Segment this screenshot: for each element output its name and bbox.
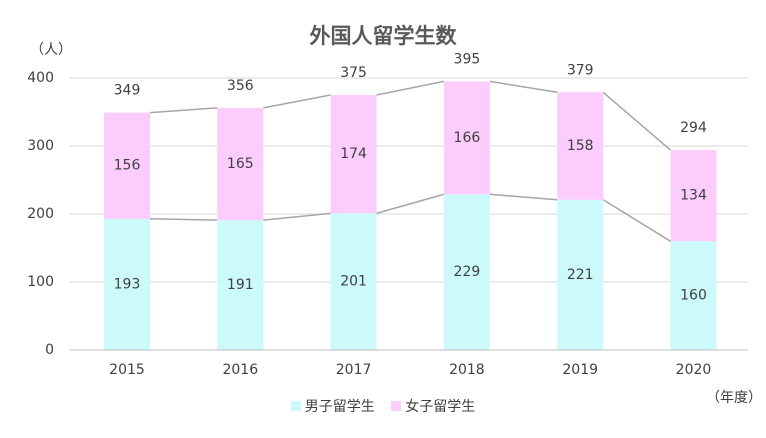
connector-total-1 [263,94,331,109]
data-label-total-2015: 349 [114,83,141,99]
legend-label-female: 女子留学生 [405,399,476,415]
data-label-total-2016: 356 [227,78,254,94]
connector-lines [149,80,671,242]
x-tick-label-2019: 2019 [562,362,598,378]
bar-male-2020 [670,241,717,350]
data-label-total-2019: 379 [567,62,594,78]
bar-female-2020 [670,150,717,242]
y-tick-label-300: 300 [27,138,54,154]
data-label-male-2016: 191 [227,277,254,293]
connector-total-0 [149,107,218,114]
legend-swatch-female [391,401,402,411]
bar-female-2017 [330,95,377,214]
data-label-female-2017: 174 [340,146,367,162]
bar-female-2015 [104,112,150,219]
legend-label-male: 男子留学生 [304,399,375,415]
y-tick-label-100: 100 [27,274,54,290]
data-label-male-2017: 201 [340,274,367,290]
bar-male-2019 [557,199,604,350]
gridlines [70,77,748,283]
connector-male-3 [489,193,558,201]
connector-male-1 [263,212,331,221]
data-labels: 193 156 349 191 165 356 201 174 375 229 166 395 221 1… [114,51,707,303]
connector-male-2 [376,193,445,215]
bar-male-2016 [217,220,264,350]
y-tick-label-200: 200 [27,206,54,222]
x-tick-label-2017: 2017 [336,362,372,378]
legend-swatch-male [290,401,301,411]
data-label-female-2016: 165 [227,156,254,172]
bar-male-2015 [104,218,150,350]
data-label-female-2018: 166 [454,130,481,146]
data-label-female-2019: 158 [567,138,594,154]
axes: 0 100 200 300 400 2015 2016 2017 2018 2019 2020 [27,70,748,378]
x-tick-label-2020: 2020 [676,362,712,378]
connector-total-4 [602,91,671,151]
bar-female-2019 [557,92,604,200]
bar-female-2016 [217,107,264,221]
chart-title: 外国人留学生数 [309,24,457,48]
y-tick-label-0: 0 [45,342,54,358]
connector-total-3 [489,80,558,94]
connector-male-0 [149,218,218,221]
connector-total-2 [376,80,445,96]
y-tick-label-400: 400 [27,70,54,86]
data-label-male-2018: 229 [454,264,481,280]
data-label-male-2020: 160 [680,288,707,304]
legend: 男子留学生 女子留学生 [0,396,766,416]
x-tick-label-2018: 2018 [449,362,485,378]
data-label-male-2015: 193 [114,276,141,292]
x-axis-unit-label: （年度） [706,390,762,406]
bar-male-2018 [443,194,490,350]
y-axis-unit-label: （人） [30,42,72,58]
data-label-total-2017: 375 [340,65,367,81]
bars [104,81,717,350]
connector-male-4 [602,199,671,242]
x-tick-label-2015: 2015 [109,362,145,378]
data-label-total-2018: 395 [454,51,481,67]
data-label-female-2015: 156 [114,158,141,174]
legend-item-male: 男子留学生 [290,396,375,416]
data-label-male-2019: 221 [567,267,594,283]
bar-female-2018 [443,81,490,195]
data-label-total-2020: 294 [680,120,707,136]
x-tick-label-2016: 2016 [222,362,258,378]
data-label-female-2020: 134 [680,188,707,204]
legend-item-female: 女子留学生 [391,396,475,416]
bar-male-2017 [330,213,377,350]
